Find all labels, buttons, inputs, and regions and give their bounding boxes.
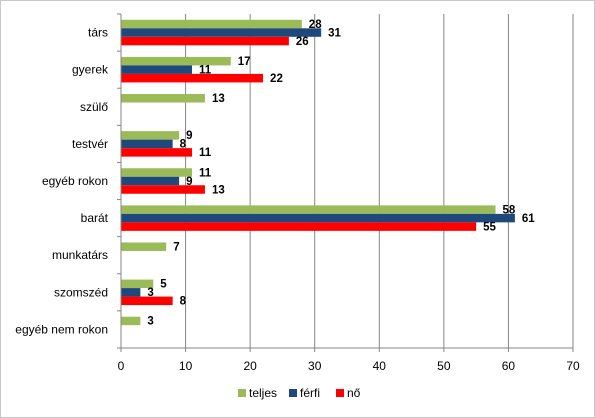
legend-swatch-férfi <box>289 389 297 397</box>
category-label: testvér <box>72 137 108 151</box>
category-label: egyéb rokon <box>42 174 108 188</box>
x-tick-label: 30 <box>308 359 322 373</box>
bar-teljes <box>121 94 205 103</box>
x-tick-label: 0 <box>118 359 125 373</box>
data-label: 9 <box>186 130 192 142</box>
data-label: 22 <box>270 73 283 85</box>
bar-teljes <box>121 56 231 66</box>
data-label: 11 <box>199 147 212 159</box>
legend-label-férfi: férfi <box>300 386 320 400</box>
data-label: 11 <box>199 167 212 179</box>
data-label: 7 <box>173 241 179 253</box>
category-label: munkatárs <box>52 248 108 262</box>
data-label: 28 <box>309 19 322 31</box>
data-label: 13 <box>212 184 225 196</box>
data-label: 3 <box>147 287 153 299</box>
bar-teljes <box>121 168 193 177</box>
bar-teljes <box>121 205 496 214</box>
bar-teljes <box>121 19 302 29</box>
legend-swatch-nő <box>336 389 344 397</box>
bar-nő <box>121 148 193 157</box>
data-label: 8 <box>180 296 187 308</box>
bar-férfi <box>121 139 173 149</box>
data-label: 61 <box>522 213 535 225</box>
legend-swatch-teljes <box>238 389 246 397</box>
bar-nő <box>121 73 264 83</box>
bar-férfi <box>121 65 193 74</box>
category-label: gyerek <box>72 63 109 77</box>
bar-nő <box>121 36 289 46</box>
legend-label-teljes: teljes <box>249 386 277 400</box>
bar-férfi <box>121 213 515 223</box>
x-tick-label: 60 <box>502 359 516 373</box>
bar-teljes <box>121 316 141 326</box>
bar-teljes <box>121 131 180 140</box>
bar-férfi <box>121 28 322 37</box>
data-label: 58 <box>503 204 516 216</box>
legend-label-nő: nő <box>347 386 361 400</box>
bar-férfi <box>121 288 141 297</box>
bar-férfi <box>121 176 180 186</box>
x-tick-label: 50 <box>437 359 451 373</box>
bar-nő <box>121 185 205 194</box>
data-label: 26 <box>296 36 309 48</box>
data-label: 31 <box>328 27 341 39</box>
category-label: barát <box>81 211 109 225</box>
x-tick-label: 40 <box>373 359 387 373</box>
data-label: 8 <box>180 139 187 151</box>
category-label: egyéb nem rokon <box>15 322 108 336</box>
x-tick-label: 10 <box>179 359 193 373</box>
data-label: 9 <box>186 176 192 188</box>
bar-teljes <box>121 279 154 289</box>
bar-nő <box>121 222 477 231</box>
category-label: szülő <box>80 100 108 114</box>
data-label: 3 <box>147 316 153 328</box>
data-label: 5 <box>160 279 167 291</box>
x-tick-label: 70 <box>566 359 580 373</box>
category-label: szomszéd <box>54 285 108 299</box>
data-label: 11 <box>199 64 212 76</box>
data-label: 17 <box>238 56 251 68</box>
data-label: 13 <box>212 93 225 105</box>
data-label: 55 <box>483 221 496 233</box>
bar-nő <box>121 296 173 306</box>
category-label: társ <box>88 26 108 40</box>
bar-teljes <box>121 242 167 251</box>
x-tick-label: 20 <box>243 359 257 373</box>
